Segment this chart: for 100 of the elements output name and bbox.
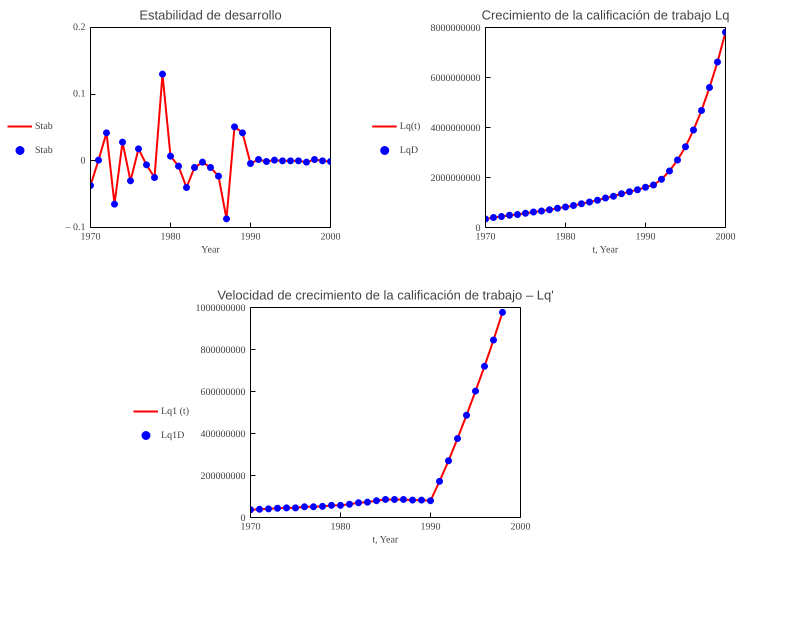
legend-label: Lq(t) xyxy=(400,120,420,132)
y-tick-label: 8000000000 xyxy=(430,23,480,34)
point xyxy=(256,506,263,513)
y-tick-label: 200000000 xyxy=(200,471,246,482)
point xyxy=(119,138,126,146)
y-tick-label: 0.1 xyxy=(73,88,86,100)
point xyxy=(191,164,198,171)
chart-title: Estabilidad de desarrollo xyxy=(139,8,282,22)
point xyxy=(135,145,142,152)
point xyxy=(506,212,513,219)
point xyxy=(666,168,673,174)
point xyxy=(514,211,521,218)
y-tick-label: 600000000 xyxy=(200,387,246,398)
point xyxy=(159,70,166,78)
x-tick-label: 1990 xyxy=(636,232,656,242)
point xyxy=(586,198,593,206)
point xyxy=(255,156,262,163)
point xyxy=(472,388,479,395)
x-tick-label: 1990 xyxy=(420,522,440,532)
point xyxy=(602,194,609,202)
point xyxy=(698,107,705,114)
x-tick-label: 1980 xyxy=(556,232,576,242)
legend-label: Stab xyxy=(35,144,54,156)
y-tick-label: 0 xyxy=(80,155,86,166)
point xyxy=(436,478,443,485)
point xyxy=(239,129,246,136)
legend-label: Lq1 (t) xyxy=(160,406,190,416)
point xyxy=(263,158,270,165)
point xyxy=(530,208,537,216)
point xyxy=(319,502,326,510)
chart-title: Crecimiento de la calificación de trabajo Lq xyxy=(482,8,730,22)
point xyxy=(570,202,577,209)
point xyxy=(346,500,353,508)
point xyxy=(215,172,222,180)
x-tick-label: 1970 xyxy=(240,522,260,532)
x-tick-label: 2000 xyxy=(510,522,530,532)
point xyxy=(490,336,497,344)
point xyxy=(274,504,281,512)
x-tick-label: 1980 xyxy=(330,522,350,532)
point xyxy=(626,188,633,196)
point xyxy=(618,190,625,198)
point xyxy=(127,177,134,184)
point xyxy=(642,184,649,191)
point xyxy=(310,503,317,510)
point xyxy=(265,505,272,512)
point xyxy=(183,184,190,191)
point xyxy=(287,157,294,164)
point xyxy=(546,206,553,214)
x-tick-label: 1970 xyxy=(80,232,100,242)
point xyxy=(562,204,569,210)
point xyxy=(382,496,389,503)
point xyxy=(207,164,214,171)
point xyxy=(328,502,335,509)
point xyxy=(223,215,230,222)
point xyxy=(279,157,286,164)
point xyxy=(634,186,641,194)
point xyxy=(714,58,721,66)
x-tick-label: 2000 xyxy=(716,232,736,242)
point xyxy=(151,174,158,181)
point xyxy=(610,192,617,200)
point xyxy=(706,84,713,91)
point xyxy=(682,143,689,150)
x-axis-title: t, Year xyxy=(592,244,619,256)
point xyxy=(454,435,461,442)
point xyxy=(364,498,371,506)
point xyxy=(111,200,118,208)
point xyxy=(538,208,545,214)
y-tick-label: 4000000000 xyxy=(430,123,480,134)
point xyxy=(463,412,470,419)
point xyxy=(231,123,238,130)
point xyxy=(391,496,398,503)
point xyxy=(167,152,174,160)
point xyxy=(490,214,497,221)
y-tick-label: 0.2 xyxy=(73,22,86,33)
y-tick-label: 0 xyxy=(476,223,480,234)
x-tick-label: 1970 xyxy=(476,232,496,242)
point xyxy=(650,182,657,188)
point xyxy=(445,457,452,464)
point xyxy=(658,176,665,183)
point xyxy=(301,503,308,510)
point xyxy=(247,160,254,167)
point xyxy=(103,129,110,136)
point xyxy=(690,126,697,134)
point xyxy=(554,204,561,212)
point xyxy=(594,196,601,204)
chart-title: Velocidad de crecimiento de la calificación de trabajo – Lq' xyxy=(217,288,554,302)
legend-label: Stab xyxy=(35,120,54,132)
point xyxy=(674,156,681,164)
point xyxy=(271,156,278,164)
point xyxy=(578,200,585,208)
x-tick-label: 1990 xyxy=(240,232,260,242)
y-tick-label: 0 xyxy=(240,513,246,524)
point xyxy=(400,496,407,503)
point xyxy=(499,308,506,316)
point xyxy=(311,156,318,163)
point xyxy=(175,162,182,170)
point xyxy=(355,499,362,506)
x-tick-label: 1980 xyxy=(160,232,180,242)
point xyxy=(303,158,310,166)
point xyxy=(373,497,380,504)
